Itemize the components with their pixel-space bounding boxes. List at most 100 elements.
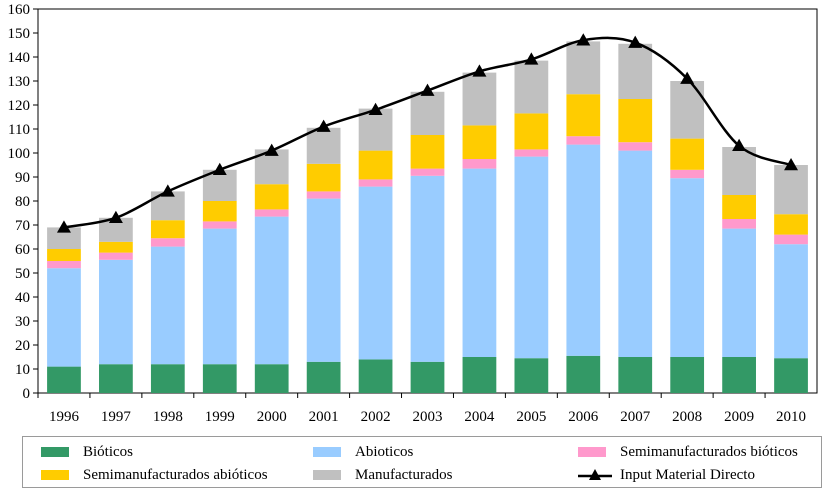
line-marker-2003: [420, 83, 435, 96]
bar-segment-4-2007: [618, 43, 653, 99]
legend-item-abioticos: Abioticos: [313, 442, 413, 462]
y-tick-label: 120: [8, 98, 31, 114]
bar-segment-0-2003: [410, 361, 445, 393]
legend: Bióticos Abioticos Semimanufacturados bi…: [22, 436, 822, 488]
line-marker-2008: [680, 71, 695, 84]
bar-segment-2-2002: [358, 179, 393, 187]
x-tick-label-2003: 2003: [413, 409, 443, 425]
bar-segment-1-2007: [618, 150, 653, 357]
bar-segment-1-1999: [202, 228, 237, 365]
bar-segment-0-2001: [306, 361, 341, 393]
bar-segment-4-2009: [722, 147, 756, 195]
bar-segment-0-2006: [566, 355, 601, 393]
bar-segment-3-2006: [566, 94, 601, 137]
bar-segment-4-2001: [306, 127, 341, 164]
bar-segment-3-2005: [514, 113, 549, 150]
bar-segment-0-1996: [47, 366, 81, 393]
x-tick-label-2010: 2010: [776, 409, 806, 425]
y-tick-label: 60: [15, 242, 30, 258]
bar-segment-4-2003: [410, 91, 445, 135]
line-marker-1998: [160, 184, 175, 197]
bar-segment-0-1997: [99, 364, 133, 393]
bar-segment-3-2008: [670, 138, 705, 170]
x-tick-label-1997: 1997: [101, 409, 132, 425]
x-tick-label-2002: 2002: [361, 409, 391, 425]
bar-segment-3-2003: [410, 135, 445, 169]
y-tick-label: 100: [8, 146, 31, 162]
y-tick-label: 160: [8, 2, 31, 18]
line-marker-2002: [368, 102, 383, 116]
bar-segment-1-1997: [99, 259, 133, 365]
x-tick-label-2008: 2008: [672, 409, 702, 425]
bar-segment-0-2002: [358, 359, 393, 393]
line-marker-2007: [628, 35, 643, 48]
bar-segment-1-2003: [410, 175, 445, 362]
line-marker-2006: [576, 33, 591, 46]
line-marker-1996: [56, 220, 71, 233]
bar-segment-1-2005: [514, 156, 549, 359]
bar-segment-0-1998: [150, 364, 185, 393]
bar-segment-2-1998: [150, 238, 185, 247]
bar-segment-2-1996: [47, 261, 81, 269]
bar-segment-1-2004: [462, 168, 497, 357]
bar-segment-3-1998: [150, 220, 185, 239]
legend-label-manufacturados: Manufacturados: [355, 466, 453, 483]
y-tick-label: 110: [8, 122, 30, 138]
bar-segment-1-2000: [254, 216, 289, 365]
bar-segment-3-2001: [306, 163, 341, 192]
bar-segment-3-2000: [254, 184, 289, 210]
y-tick-label: 0: [23, 386, 31, 402]
legend-item-input-material: Input Material Directo: [578, 465, 755, 485]
y-tick-label: 50: [15, 266, 30, 282]
bar-segment-2-2001: [306, 191, 341, 199]
bar-segment-1-2010: [774, 244, 808, 359]
legend-swatch-abioticos: [313, 447, 341, 457]
legend-label-semi-abioticos: Semimanufacturados abióticos: [83, 466, 268, 483]
bar-segment-1-1996: [47, 268, 81, 367]
bar-segment-4-2002: [358, 108, 393, 151]
bar-segment-3-2007: [618, 99, 653, 143]
bar-segment-3-1996: [47, 249, 81, 261]
x-tick-label-2004: 2004: [464, 409, 495, 425]
y-tick-label: 20: [15, 338, 30, 354]
line-marker-2009: [732, 138, 747, 152]
legend-label-input-material: Input Material Directo: [620, 466, 755, 483]
bar-segment-2-2006: [566, 136, 601, 145]
x-tick-label-2006: 2006: [568, 409, 599, 425]
bar-segment-1-2009: [722, 228, 756, 357]
x-tick-label-2007: 2007: [620, 409, 651, 425]
bar-segment-2-2009: [722, 219, 756, 229]
bar-segment-0-2008: [670, 357, 705, 393]
y-tick-label: 40: [15, 290, 30, 306]
bar-segment-2-2003: [410, 168, 445, 176]
chart-line: [56, 33, 799, 233]
y-tick-label: 10: [15, 362, 30, 378]
bar-segment-0-2000: [254, 364, 289, 393]
bar-segment-2-1999: [202, 221, 237, 229]
bar-segment-2-2005: [514, 149, 549, 157]
line-marker-2004: [472, 64, 487, 77]
bar-segment-4-2010: [774, 165, 808, 215]
bar-segment-3-2002: [358, 150, 393, 180]
bar-segment-2-2000: [254, 209, 289, 217]
bar-segment-2-2010: [774, 234, 808, 245]
bar-segment-3-1997: [99, 241, 133, 253]
y-tick-label: 80: [15, 194, 30, 210]
line-marker-2000: [264, 143, 279, 156]
legend-item-bioticos: Bióticos: [41, 442, 133, 462]
bar-segment-0-2005: [514, 358, 549, 393]
bar-segment-1-2006: [566, 144, 601, 356]
legend-swatch-semi-abioticos: [41, 470, 69, 480]
x-tick-labels: 1996 1997 1998 1999 2000 2001 2002 2003 2004 2005…: [49, 409, 806, 425]
line-marker-1999: [212, 162, 227, 176]
bar-segment-1-2008: [670, 178, 705, 357]
chart-bars: [47, 41, 808, 393]
bar-segment-2-2004: [462, 159, 497, 169]
legend-label-bioticos: Bióticos: [83, 443, 134, 460]
x-tick-label-1996: 1996: [49, 409, 80, 425]
bar-segment-4-2004: [462, 72, 497, 126]
bar-segment-0-2004: [462, 357, 497, 393]
y-tick-label: 130: [8, 74, 31, 90]
bar-segment-1-1998: [150, 246, 185, 365]
y-tick-label: 70: [15, 218, 30, 234]
